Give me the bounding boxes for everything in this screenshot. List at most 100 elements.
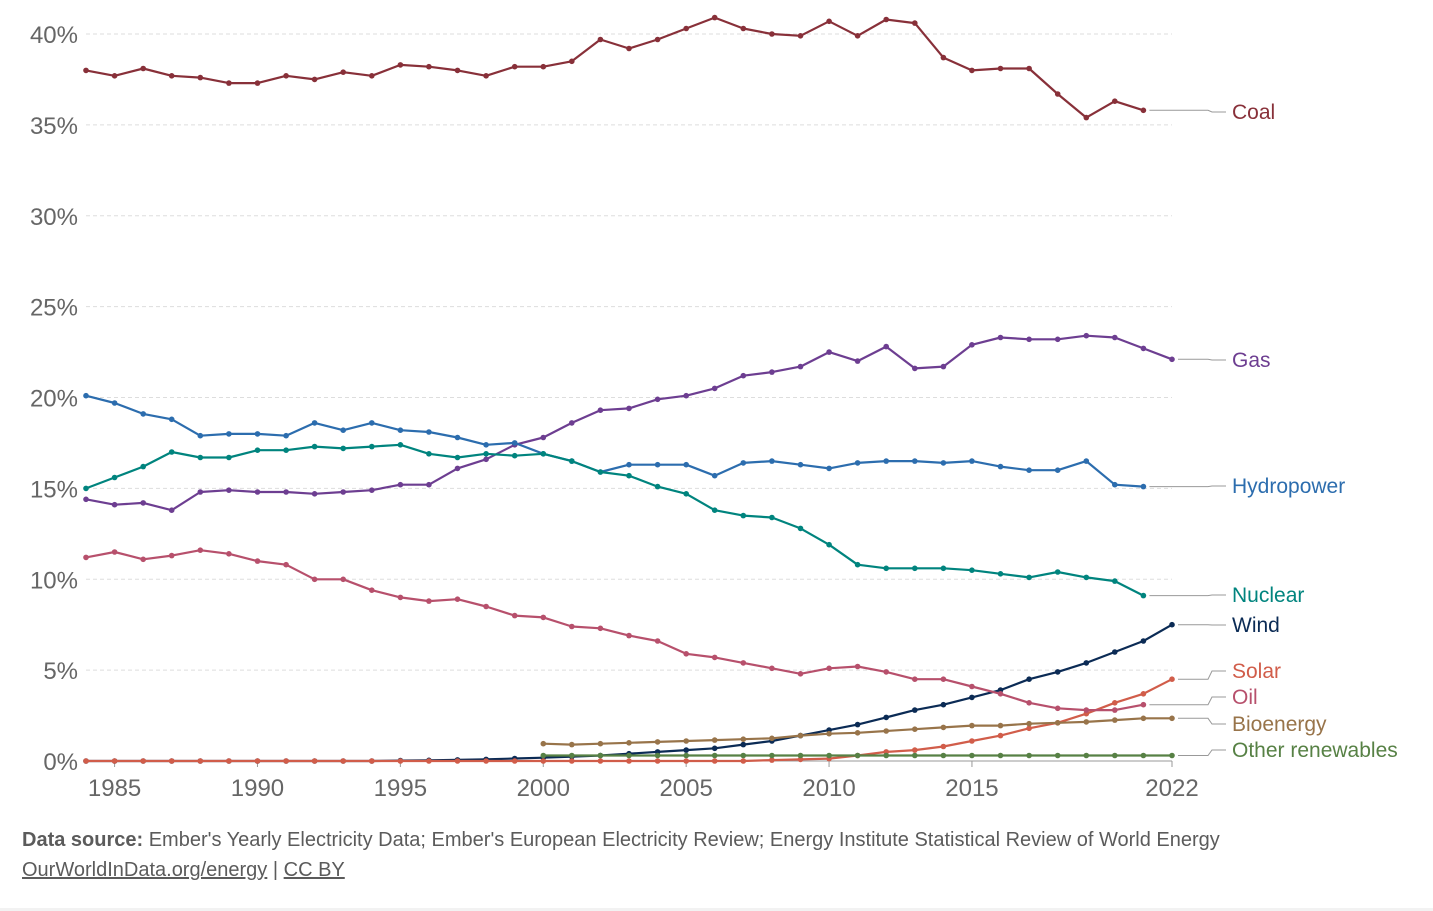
label-leader-line: [1149, 696, 1226, 706]
series-coal: [83, 14, 1147, 121]
series-label-group: Solar: [1178, 660, 1281, 683]
x-tick-label: 2000: [517, 775, 570, 802]
data-point: [1083, 574, 1090, 581]
data-point: [226, 80, 232, 86]
data-point: [740, 460, 747, 466]
data-point: [369, 587, 375, 593]
data-point: [883, 458, 889, 464]
x-tick-label: 1985: [88, 775, 141, 802]
data-point: [940, 701, 947, 708]
series-label: Nuclear: [1232, 584, 1304, 607]
series-labels: Coal Gas Hydropower Nuclear Wind Solar Oil Bioe…: [1149, 101, 1398, 762]
data-point: [1140, 107, 1147, 114]
data-point: [540, 451, 547, 457]
data-point: [369, 758, 375, 764]
data-point: [1054, 705, 1061, 712]
data-point: [140, 758, 146, 764]
data-point: [683, 25, 689, 32]
label-leader-line: [1178, 670, 1226, 680]
data-point: [540, 614, 547, 621]
data-point: [654, 36, 661, 43]
data-point: [540, 752, 547, 759]
data-point: [426, 429, 432, 435]
data-point: [969, 722, 975, 729]
data-point: [283, 73, 289, 79]
data-point: [454, 465, 461, 472]
data-point: [1140, 592, 1147, 599]
y-tick-label: 40%: [30, 22, 78, 49]
data-point: [997, 334, 1004, 341]
data-point: [83, 554, 89, 561]
data-point: [1112, 98, 1118, 104]
data-point: [683, 651, 689, 657]
data-point: [969, 738, 975, 744]
data-point: [254, 431, 261, 437]
series-label: Solar: [1232, 660, 1281, 683]
data-point: [912, 458, 918, 464]
license-link[interactable]: CC BY: [283, 859, 345, 881]
data-point: [111, 501, 118, 508]
series-nuclear: [83, 442, 1147, 599]
series-line: [86, 678, 1173, 763]
gridlines: [86, 33, 1172, 762]
data-point: [740, 736, 747, 742]
data-point: [1026, 725, 1032, 732]
data-point: [483, 758, 489, 764]
data-point: [797, 363, 804, 370]
data-point: [654, 638, 661, 644]
data-point: [912, 747, 918, 753]
data-point: [83, 67, 89, 74]
data-point: [883, 752, 889, 759]
data-point: [1026, 720, 1032, 727]
data-point: [826, 730, 832, 737]
data-point: [826, 465, 832, 472]
series-label-group: Gas: [1178, 349, 1271, 372]
data-point: [626, 461, 632, 468]
data-point: [168, 507, 175, 513]
y-tick-label: 35%: [30, 113, 78, 140]
data-point: [197, 489, 204, 495]
data-point: [654, 752, 661, 759]
owid-link[interactable]: OurWorldInData.org/energy: [22, 859, 268, 881]
data-point: [883, 565, 889, 572]
data-point: [997, 752, 1004, 759]
data-point: [597, 36, 604, 43]
data-point: [1140, 715, 1147, 722]
series-other-renewables: [540, 752, 1175, 759]
data-point: [454, 434, 461, 441]
data-point: [1140, 638, 1147, 644]
data-point: [683, 747, 689, 753]
data-point: [740, 512, 747, 519]
data-point: [311, 758, 318, 764]
data-point: [168, 73, 175, 79]
data-point: [454, 454, 461, 461]
data-point: [83, 758, 89, 764]
data-point: [769, 752, 775, 759]
data-point: [340, 445, 347, 452]
data-point: [197, 758, 204, 764]
data-point: [254, 758, 261, 764]
data-point: [1054, 669, 1061, 675]
data-point: [626, 752, 632, 759]
data-point: [511, 452, 518, 459]
data-point: [397, 481, 404, 488]
data-point: [168, 416, 175, 423]
data-point: [597, 758, 604, 764]
data-point: [626, 740, 632, 746]
data-point: [1140, 752, 1147, 759]
data-point: [654, 758, 661, 764]
data-point: [940, 54, 947, 61]
data-point: [311, 576, 318, 583]
data-point: [940, 743, 947, 750]
data-point: [969, 694, 975, 701]
data-point: [1169, 356, 1175, 363]
data-point: [511, 63, 518, 70]
data-point: [912, 726, 918, 732]
data-point: [1140, 701, 1147, 708]
x-tick-label: 1990: [231, 775, 284, 802]
data-point: [226, 758, 232, 764]
data-point: [197, 547, 204, 553]
series-line: [85, 443, 1144, 597]
data-point: [340, 69, 347, 75]
data-point: [511, 440, 518, 446]
